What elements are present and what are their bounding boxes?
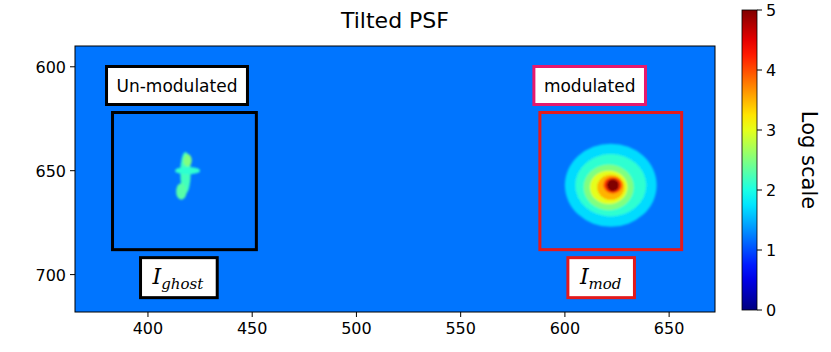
colorbar-tick-label: 4 xyxy=(766,61,776,80)
x-tick-label: 650 xyxy=(654,319,685,338)
colorbar-tick-label: 5 xyxy=(766,1,776,20)
region-box xyxy=(113,113,257,250)
psf-spot xyxy=(584,164,634,210)
colorbar-tick-label: 2 xyxy=(766,181,776,200)
chart: Tilted PSF400450500550600650600650700Un-… xyxy=(0,0,831,352)
colorbar-tick-label: 1 xyxy=(766,241,776,260)
y-tick xyxy=(70,274,75,275)
y-tick-label: 700 xyxy=(35,266,66,285)
region-header: modulated xyxy=(534,67,646,105)
header-label: Un-modulated xyxy=(117,76,238,96)
x-tick xyxy=(669,312,670,317)
colorbar-tick xyxy=(757,10,762,11)
region-tag: Ighost xyxy=(141,258,218,298)
colorbar-tick xyxy=(757,70,762,71)
psf-features xyxy=(175,144,657,227)
x-tick xyxy=(252,312,253,317)
tag-label: Imod xyxy=(579,264,622,293)
header-box xyxy=(107,67,248,105)
y-tick-label: 650 xyxy=(35,162,66,181)
colorbar-tick-label: 0 xyxy=(766,301,776,320)
region-box xyxy=(540,113,682,250)
y-tick xyxy=(70,66,75,67)
tag-box xyxy=(568,258,635,298)
psf-spot xyxy=(597,175,624,200)
psf-spot xyxy=(175,167,200,174)
plot-marks xyxy=(75,46,715,312)
tag-box xyxy=(141,258,218,298)
psf-spot xyxy=(183,154,191,166)
region-tag: Imod xyxy=(568,258,635,298)
x-tick-label: 550 xyxy=(445,319,476,338)
tag-label: Ighost xyxy=(152,264,205,293)
x-tick xyxy=(356,312,357,317)
colorbar-tick xyxy=(757,250,762,251)
colorbar-tick xyxy=(757,310,762,311)
x-tick-label: 400 xyxy=(133,319,164,338)
psf-spot xyxy=(607,179,620,191)
x-tick xyxy=(564,312,565,317)
x-tick xyxy=(460,312,461,317)
colorbar xyxy=(742,10,757,310)
header-label: modulated xyxy=(544,76,636,96)
y-tick-label: 600 xyxy=(35,58,66,77)
tag-subscript: mod xyxy=(589,275,622,293)
title: Tilted PSF xyxy=(340,8,449,33)
x-tick-label: 450 xyxy=(237,319,268,338)
plot-frame xyxy=(75,46,715,312)
x-tick-label: 500 xyxy=(341,319,372,338)
colorbar-tick xyxy=(757,190,762,191)
colorbar-tick-label: 3 xyxy=(766,121,776,140)
tag-subscript: ghost xyxy=(161,275,204,293)
psf-spot xyxy=(565,144,657,227)
psf-spot xyxy=(575,154,646,216)
x-tick xyxy=(147,312,148,317)
image-background xyxy=(75,46,715,312)
colorbar-tick xyxy=(757,130,762,131)
psf-spot xyxy=(176,183,186,200)
colorbar-label: Log scale xyxy=(797,111,821,209)
region-header: Un-modulated xyxy=(107,67,248,105)
x-tick-label: 600 xyxy=(550,319,581,338)
header-box xyxy=(534,67,646,105)
psf-spot xyxy=(590,171,628,204)
y-tick xyxy=(70,170,75,171)
psf-spot xyxy=(603,177,622,194)
